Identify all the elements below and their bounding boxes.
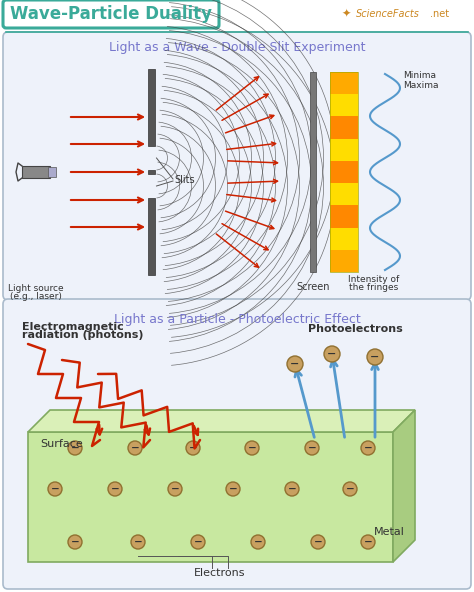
Circle shape <box>186 441 200 455</box>
Text: −: − <box>254 537 263 547</box>
Circle shape <box>287 356 303 372</box>
Text: Light as a Wave - Double Slit Experiment: Light as a Wave - Double Slit Experiment <box>109 41 365 54</box>
Polygon shape <box>28 410 415 432</box>
Bar <box>48 167 56 177</box>
Text: −: − <box>189 443 197 453</box>
Bar <box>330 94 358 117</box>
Circle shape <box>311 535 325 549</box>
Circle shape <box>191 535 205 549</box>
Text: Wave-Particle Duality: Wave-Particle Duality <box>10 5 212 23</box>
Text: −: − <box>308 443 316 453</box>
Text: .net: .net <box>430 9 449 19</box>
Bar <box>28 432 393 562</box>
Text: −: − <box>370 352 380 362</box>
Text: radiation (photons): radiation (photons) <box>22 330 144 340</box>
Bar <box>330 72 358 94</box>
Circle shape <box>343 482 357 496</box>
Text: Screen: Screen <box>296 282 330 292</box>
Text: Light source: Light source <box>8 284 64 293</box>
Circle shape <box>305 441 319 455</box>
Bar <box>330 227 358 250</box>
Text: −: − <box>290 359 300 369</box>
Polygon shape <box>393 410 415 562</box>
Text: −: − <box>364 537 373 547</box>
Circle shape <box>361 535 375 549</box>
Circle shape <box>285 482 299 496</box>
Text: Light as a Particle - Photoelectric Effect: Light as a Particle - Photoelectric Effe… <box>114 313 360 326</box>
Bar <box>330 161 358 183</box>
Text: −: − <box>247 443 256 453</box>
Circle shape <box>168 482 182 496</box>
Circle shape <box>131 535 145 549</box>
Text: −: − <box>110 484 119 494</box>
Bar <box>22 166 50 178</box>
Text: −: − <box>134 537 142 547</box>
Bar <box>148 170 155 174</box>
Text: −: − <box>131 443 139 453</box>
Bar <box>330 72 358 272</box>
Text: −: − <box>328 349 337 359</box>
Text: Surface: Surface <box>40 439 83 449</box>
Text: Minima: Minima <box>403 72 436 81</box>
FancyBboxPatch shape <box>3 32 471 300</box>
Text: −: − <box>71 537 79 547</box>
Circle shape <box>68 535 82 549</box>
Text: Electromagnetic: Electromagnetic <box>22 322 124 332</box>
Text: −: − <box>71 443 79 453</box>
Text: ScienceFacts: ScienceFacts <box>356 9 420 19</box>
Text: the fringes: the fringes <box>349 283 399 292</box>
Text: Metal: Metal <box>374 527 405 537</box>
Text: −: − <box>51 484 59 494</box>
Text: Electrons: Electrons <box>194 568 246 578</box>
Bar <box>310 72 316 272</box>
Bar <box>330 117 358 139</box>
Text: ✦: ✦ <box>342 9 351 19</box>
Text: Photoelectrons: Photoelectrons <box>308 324 402 334</box>
Text: −: − <box>193 537 202 547</box>
Text: −: − <box>346 484 355 494</box>
Circle shape <box>324 346 340 362</box>
Bar <box>330 205 358 227</box>
Circle shape <box>68 441 82 455</box>
Text: −: − <box>228 484 237 494</box>
Text: −: − <box>364 443 373 453</box>
Circle shape <box>108 482 122 496</box>
Circle shape <box>128 441 142 455</box>
Bar <box>330 139 358 161</box>
Text: −: − <box>288 484 296 494</box>
Text: −: − <box>171 484 179 494</box>
Circle shape <box>245 441 259 455</box>
Bar <box>330 250 358 272</box>
Bar <box>148 198 155 275</box>
Text: (e.g., laser): (e.g., laser) <box>10 292 62 301</box>
FancyBboxPatch shape <box>3 0 219 28</box>
Text: −: − <box>314 537 322 547</box>
Text: Maxima: Maxima <box>403 82 438 91</box>
Circle shape <box>251 535 265 549</box>
FancyBboxPatch shape <box>3 299 471 589</box>
Circle shape <box>361 441 375 455</box>
Bar <box>148 69 155 146</box>
Bar <box>330 183 358 205</box>
Circle shape <box>226 482 240 496</box>
Circle shape <box>48 482 62 496</box>
Text: Intensity of: Intensity of <box>348 275 400 284</box>
Circle shape <box>367 349 383 365</box>
Text: Slits: Slits <box>174 175 195 185</box>
